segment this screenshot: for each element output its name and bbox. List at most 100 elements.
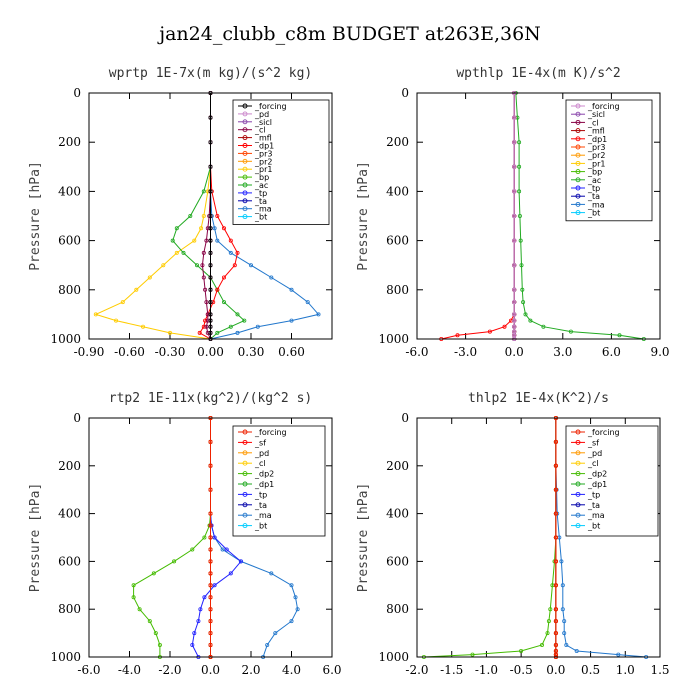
legend-marker (242, 450, 248, 456)
legend-marker (575, 429, 581, 435)
legend-label: _pr3 (254, 149, 272, 158)
series-point (212, 583, 217, 588)
x-tick-label: 0.0 (201, 663, 220, 677)
series-point (523, 312, 528, 317)
legend-marker (242, 214, 248, 220)
series-point (205, 312, 210, 317)
series-point (293, 595, 298, 600)
y-tick-label: 0 (73, 411, 81, 425)
legend-box (232, 425, 326, 537)
series-point (205, 318, 210, 323)
series-point (512, 287, 517, 292)
legend-label: _cl (587, 459, 599, 468)
x-tick-label: -0.90 (74, 345, 105, 359)
series-point (295, 607, 300, 612)
series-point (201, 213, 206, 218)
series-point (208, 312, 213, 317)
series-point (208, 595, 213, 600)
series-point (512, 238, 517, 243)
series-point (269, 275, 274, 280)
series-point (208, 300, 213, 305)
panel-3: rtp2 1E-11x(kg^2)/(kg^2 s) Pressure [hPa]… (28, 391, 342, 677)
plot-frame (88, 92, 333, 340)
series-point (512, 329, 517, 334)
series-point (212, 535, 217, 540)
series-line-pr1 (94, 93, 211, 340)
legend-marker (242, 491, 248, 497)
legend-label: _forcing (587, 102, 620, 111)
x-tick-label: 1.0 (616, 663, 635, 677)
series-point (560, 607, 565, 612)
series-point (512, 140, 517, 145)
series-point (289, 318, 294, 323)
legend-marker (575, 111, 581, 117)
series-point (553, 535, 558, 540)
legend-marker (575, 471, 581, 477)
series-point (204, 300, 209, 305)
legend-marker (242, 111, 248, 117)
x-tick-label: -2.0 (158, 663, 181, 677)
legend-label: _ma (254, 205, 272, 214)
series-line-dp2 (133, 418, 211, 657)
series-point (208, 226, 213, 231)
series-point (512, 189, 517, 194)
legend-marker (242, 150, 248, 156)
series-point (167, 330, 172, 335)
series-point (553, 511, 558, 516)
legend-marker (575, 136, 581, 142)
legend: _forcing_sf _pd_cl _dp2_dp1_tp _ta_ma _bt (232, 425, 326, 537)
panel-title: wprtp 1E-7x(m kg)/(s^2 kg) (109, 66, 313, 81)
legend-label: _mfl (254, 134, 272, 143)
series-point (197, 330, 202, 335)
y-tick-label: 600 (58, 554, 81, 568)
series-point (157, 643, 162, 648)
series-point (208, 547, 213, 552)
y-tick-label: 400 (58, 184, 81, 198)
legend-marker (575, 523, 581, 529)
y-tick-label: 200 (386, 135, 409, 149)
y-tick-label: 200 (58, 135, 81, 149)
legend-marker (575, 491, 581, 497)
series-point (553, 619, 558, 624)
series-point (512, 312, 517, 317)
legend-marker (242, 206, 248, 212)
panel-2: wpthlp 1E-4x(m K)/s^2 Pressure [hPa] -6.0 -… (356, 66, 670, 359)
series-point (228, 238, 233, 243)
legend-label: _pr2 (254, 157, 272, 166)
series-point (208, 263, 213, 268)
legend-label: _cl (587, 118, 599, 127)
legend-label: _bt (587, 209, 600, 218)
series-point (151, 571, 156, 576)
series-point (232, 263, 237, 268)
series-point (203, 318, 208, 323)
y-tick-label: 1000 (378, 332, 409, 346)
series-point (617, 333, 622, 338)
legend-label: _dp2 (254, 470, 274, 479)
series-point (208, 287, 213, 292)
series-point (564, 643, 569, 648)
legend: _forcing_sf _pd_cl _dp2_dp1_tp _ta_ma _bt (565, 425, 659, 537)
series-point (553, 652, 558, 657)
series-point (238, 559, 243, 564)
series-point (131, 595, 136, 600)
legend-label: _ac (587, 176, 601, 185)
legend-label: _ta (587, 192, 600, 201)
legend-label: _pd (254, 449, 269, 458)
legend-marker (575, 201, 581, 207)
y-tick-label: 800 (58, 602, 81, 616)
y-tick-label: 0 (401, 86, 409, 100)
series-line-dp1 (441, 93, 515, 340)
legend-label: _ta (254, 197, 267, 206)
legend-marker (242, 166, 248, 172)
y-tick-label: 1000 (50, 332, 81, 346)
series-point (204, 324, 209, 329)
series-point (208, 250, 213, 255)
legend-label: _forcing (254, 428, 287, 437)
legend-label: _bt (254, 522, 267, 531)
y-tick-label: 400 (386, 184, 409, 198)
series-point (208, 140, 213, 145)
series-point (228, 324, 233, 329)
legend: _forcing_sicl_cl_mfl_dp1_pr3_pr2_pr1_bp_… (565, 99, 653, 222)
series-point (512, 164, 517, 169)
series-point (562, 631, 567, 636)
